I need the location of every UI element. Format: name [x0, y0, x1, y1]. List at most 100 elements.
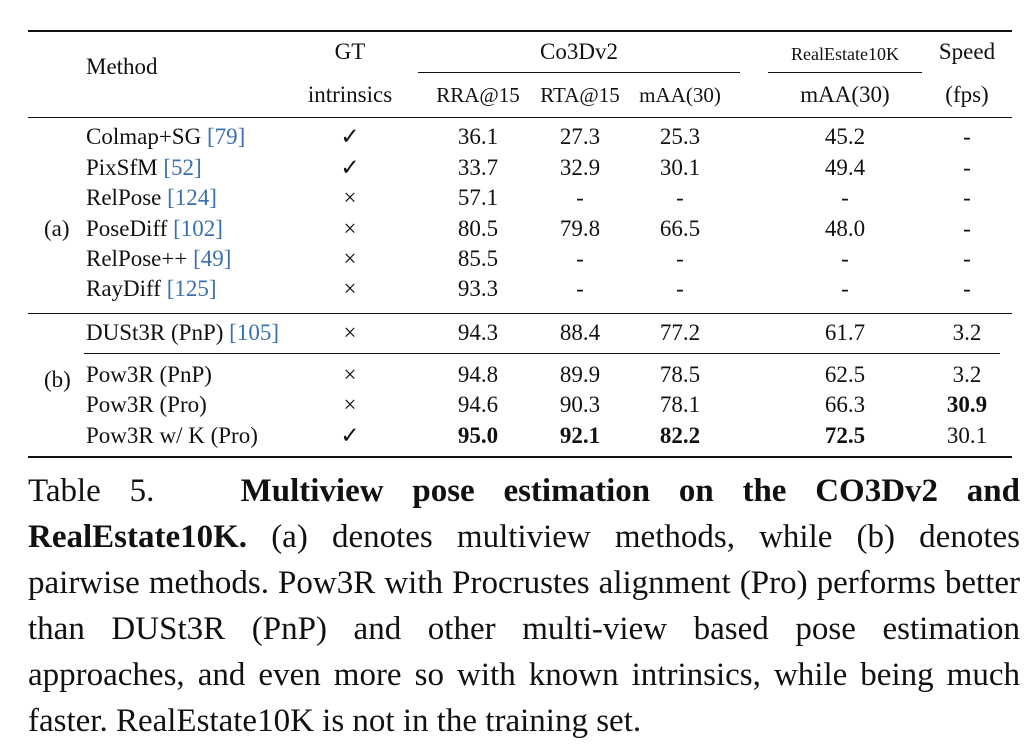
table-row-re10k: - [841, 276, 849, 301]
table-row-maa: 66.5 [659, 216, 701, 241]
table-row-maa: 30.1 [659, 155, 701, 180]
table-row-re10k: - [841, 246, 849, 271]
table-row-speed: - [963, 155, 971, 180]
header-rra: RRA@15 [436, 83, 520, 107]
table-row-method: Colmap+SG [79] [86, 124, 246, 149]
header-method: Method [86, 54, 158, 79]
table-row-rta: 89.9 [559, 362, 601, 387]
table-row-maa: - [676, 246, 684, 271]
table-row-gt: × [343, 216, 357, 241]
table-row-gt: × [343, 320, 357, 345]
table-row-re10k: 66.3 [824, 392, 866, 417]
table-row-rra: 80.5 [457, 216, 499, 241]
table-row-maa: 78.5 [659, 362, 701, 387]
caption-title: Multiview pose estimation on the CO3Dv2 … [28, 473, 1020, 555]
table-row-speed: 30.9 [946, 392, 988, 417]
citation-link[interactable]: [49] [193, 246, 232, 271]
table-row-rta: 92.1 [559, 423, 601, 448]
table-row-rta: 32.9 [559, 155, 601, 180]
table-row-gt: ✓ [340, 155, 360, 180]
table-row-rra: 93.3 [457, 276, 499, 301]
citation-link[interactable]: [79] [206, 124, 246, 149]
table-row-maa: 82.2 [659, 423, 701, 448]
group-label-b: (b) [44, 367, 71, 392]
table-row-re10k: - [841, 185, 849, 210]
table-row-gt: × [343, 276, 357, 301]
table-row-method: PixSfM [52] [86, 155, 202, 180]
header-speed-fps: (fps) [945, 82, 989, 107]
table-row-rra: 36.1 [457, 124, 499, 149]
table-row-rra: 95.0 [457, 423, 499, 448]
table-row-gt: ✓ [340, 423, 360, 448]
header-bottom-rule [28, 117, 1012, 118]
caption-body: (a) denotes multiview methods, while (b)… [28, 519, 1020, 739]
table-row-method: Pow3R (Pro) [86, 392, 207, 417]
table-row-rra: 57.1 [457, 185, 499, 210]
table-row-maa: 78.1 [659, 392, 701, 417]
table-row-gt: × [343, 246, 357, 271]
table-row-rta: 90.3 [559, 392, 601, 417]
table-row-rra: 94.6 [457, 392, 499, 417]
table-row-re10k: 45.2 [824, 124, 866, 149]
table-row-gt: × [343, 185, 357, 210]
table-top-rule [28, 30, 1012, 32]
table-row-rta: 27.3 [559, 124, 601, 149]
table-row-method: RelPose [124] [86, 185, 217, 210]
citation-link[interactable]: [102] [173, 216, 223, 241]
table-row-rta: - [576, 276, 584, 301]
header-re10k-maa: mAA(30) [800, 82, 890, 107]
table-row-maa: 25.3 [659, 124, 701, 149]
table-row-re10k: 49.4 [824, 155, 866, 180]
table-row-re10k: 62.5 [824, 362, 866, 387]
table-row-speed: - [963, 185, 971, 210]
table-row-method: Pow3R (PnP) [86, 362, 212, 387]
header-rta: RTA@15 [540, 83, 620, 107]
table-row-rra: 94.3 [457, 320, 499, 345]
table-row-re10k: 72.5 [824, 423, 866, 448]
table-bottom-rule [28, 456, 1012, 458]
table-row-rra: 94.8 [457, 362, 499, 387]
table-row-method: RelPose++ [49] [86, 246, 232, 271]
pairwise-inner-rule [84, 353, 1000, 354]
citation-link[interactable]: [124] [167, 185, 217, 210]
re10k-underline [768, 72, 922, 73]
table-row-method: DUSt3R (PnP) [105] [86, 320, 279, 345]
header-speed: Speed [938, 39, 996, 64]
table-row-speed: - [963, 124, 971, 149]
header-maa: mAA(30) [639, 83, 721, 107]
group-separator-rule [28, 313, 1012, 314]
table-row-method: PoseDiff [102] [86, 216, 223, 241]
table-row-gt: ✓ [340, 124, 360, 149]
group-label-a: (a) [44, 216, 70, 241]
table-row-speed: 3.2 [952, 320, 982, 345]
table-row-speed: 3.2 [952, 362, 982, 387]
table-row-maa: - [676, 185, 684, 210]
co3d-underline [418, 72, 740, 73]
header-re10k: RealEstate10K [791, 44, 899, 64]
header-co3d: Co3Dv2 [540, 39, 618, 64]
table-row-gt: × [343, 362, 357, 387]
table-row-re10k: 61.7 [824, 320, 866, 345]
table-row-speed: 30.1 [946, 423, 988, 448]
table-caption: Table 5. Multiview pose estimation on th… [28, 468, 1020, 744]
table-row-rra: 33.7 [457, 155, 499, 180]
table-row-rra: 85.5 [457, 246, 499, 271]
table-row-re10k: 48.0 [824, 216, 866, 241]
table-row-gt: × [343, 392, 357, 417]
table-row-rta: - [576, 246, 584, 271]
citation-link[interactable]: [105] [229, 320, 279, 345]
table-row-speed: - [963, 216, 971, 241]
caption-label: Table 5. [28, 473, 155, 509]
header-gt: GT [334, 39, 366, 64]
table-row-rta: 88.4 [559, 320, 601, 345]
table-row-speed: - [963, 246, 971, 271]
table-row-maa: - [676, 276, 684, 301]
citation-link[interactable]: [52] [163, 155, 202, 180]
citation-link[interactable]: [125] [166, 276, 217, 301]
table-row-method: RayDiff [125] [86, 276, 217, 301]
table-row-speed: - [963, 276, 971, 301]
header-gt-intrinsics: intrinsics [307, 82, 393, 107]
table-row-maa: 77.2 [659, 320, 701, 345]
table-row-rta: - [576, 185, 584, 210]
table-row-method: Pow3R w/ K (Pro) [86, 423, 258, 448]
